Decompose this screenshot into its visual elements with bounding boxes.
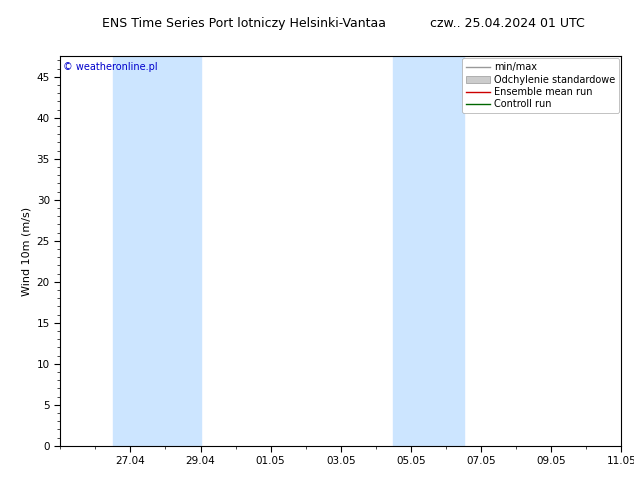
Text: ENS Time Series Port lotniczy Helsinki-Vantaa: ENS Time Series Port lotniczy Helsinki-V… [102,17,386,30]
Text: czw.. 25.04.2024 01 UTC: czw.. 25.04.2024 01 UTC [430,17,585,30]
Legend: min/max, Odchylenie standardowe, Ensemble mean run, Controll run: min/max, Odchylenie standardowe, Ensembl… [462,58,619,113]
Bar [113,56,200,446]
Y-axis label: Wind 10m (m/s): Wind 10m (m/s) [21,207,31,295]
Text: © weatheronline.pl: © weatheronline.pl [63,62,158,72]
Bar [393,56,463,446]
